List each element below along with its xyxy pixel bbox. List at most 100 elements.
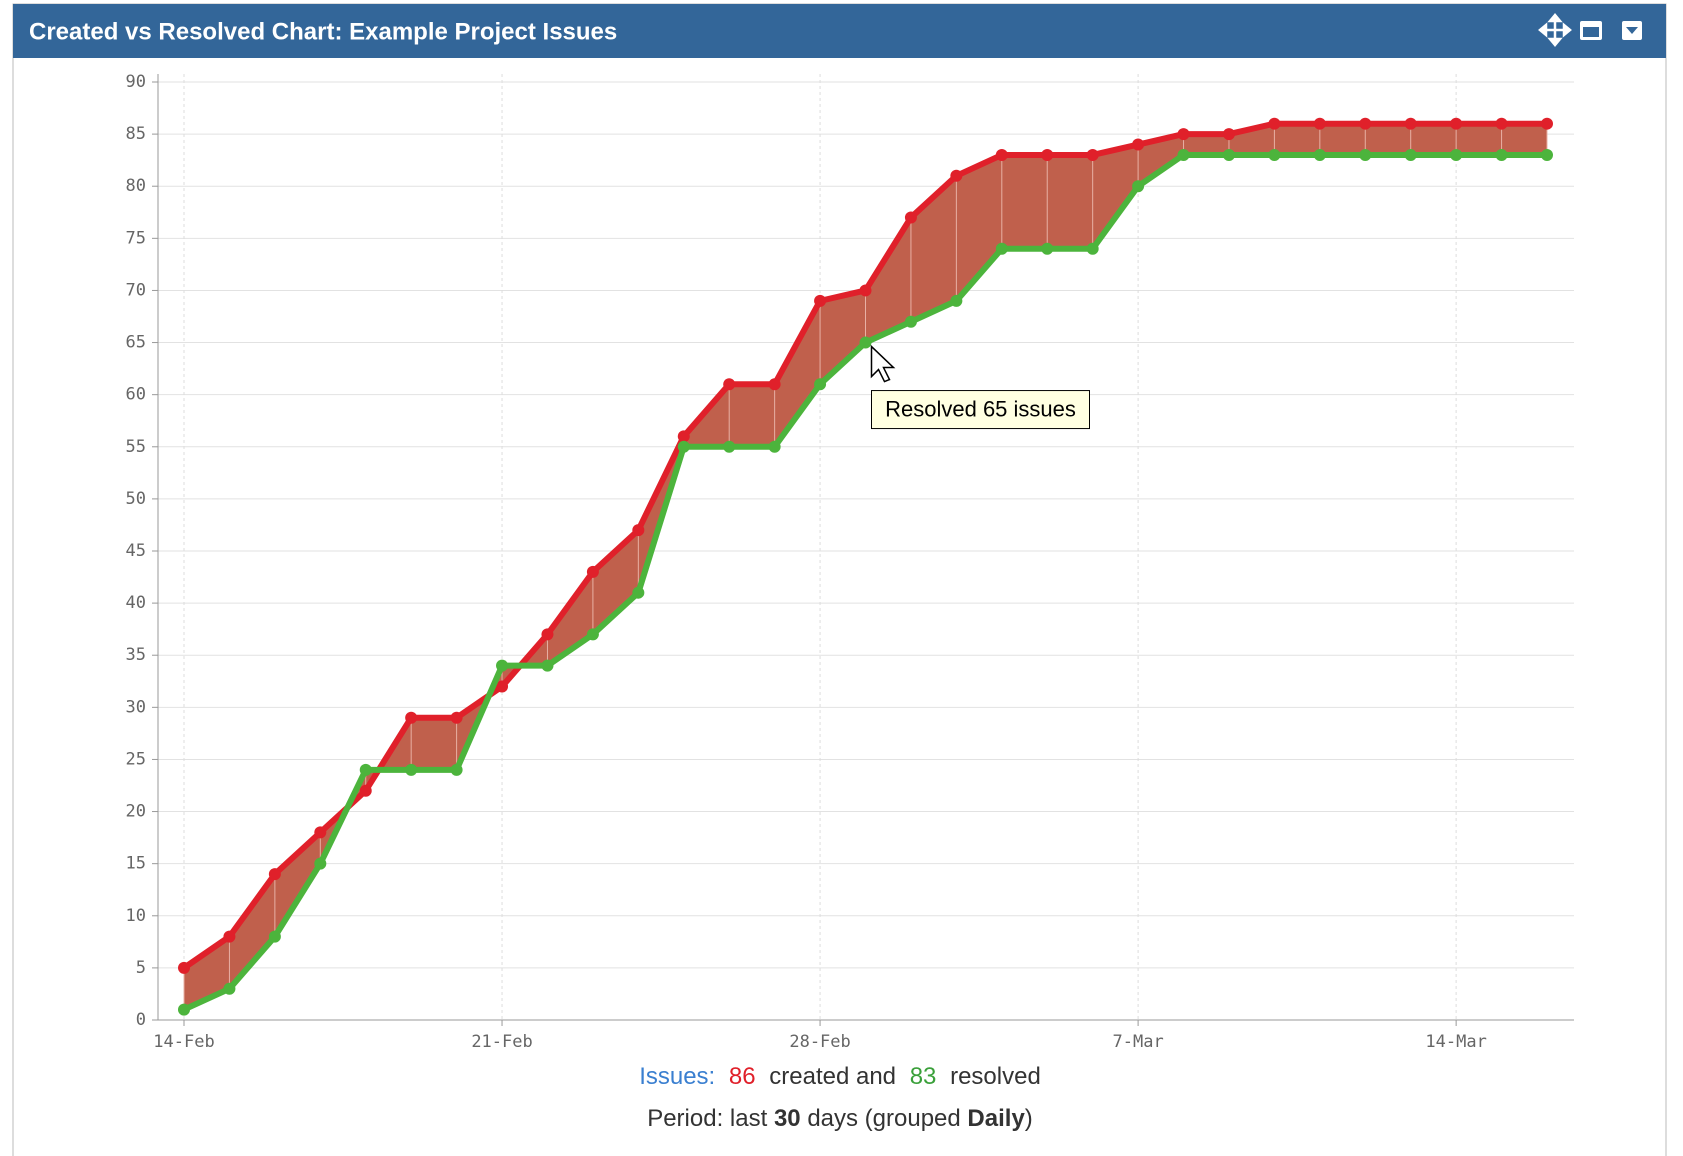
y-tick-label: 80 — [126, 176, 146, 196]
y-tick-label: 70 — [126, 280, 146, 300]
tooltip-text: Resolved 65 issues — [885, 396, 1076, 421]
x-tick-label: 21-Feb — [471, 1032, 532, 1052]
header — [13, 4, 1666, 58]
data-point — [450, 711, 463, 724]
period-text: days (grouped — [807, 1105, 960, 1132]
y-tick-label: 20 — [126, 802, 146, 822]
data-point — [904, 315, 917, 328]
y-tick-label: 30 — [126, 697, 146, 717]
y-tick-label: 65 — [126, 333, 146, 353]
data-point — [359, 784, 372, 797]
x-tick-label: 14-Mar — [1425, 1032, 1486, 1052]
y-tick-label: 45 — [126, 541, 146, 561]
y-tick-label: 15 — [126, 854, 146, 874]
data-point — [496, 680, 509, 693]
tooltip-box — [871, 390, 1090, 430]
plot: 0 5 10 15 20 25 30 35 40 45 50 55 60 65 70 75 80 85 90 14-F… — [126, 72, 1574, 1052]
data-point — [405, 763, 418, 776]
summary: Issues: 86 created and 83 resolved — [639, 1063, 1041, 1090]
data-point — [1041, 148, 1054, 161]
data-point — [1495, 117, 1508, 130]
data-point — [1450, 117, 1463, 130]
data-point — [1086, 148, 1099, 161]
y-tick-label: 90 — [126, 72, 146, 92]
data-point — [1404, 148, 1417, 161]
data-point — [1541, 117, 1553, 130]
data-point — [950, 169, 963, 182]
summary-label: Issues: — [639, 1063, 715, 1090]
data-point — [1086, 242, 1099, 255]
data-point — [950, 294, 963, 307]
data-point — [814, 378, 827, 391]
period: Period: last 30 days (grouped Daily) — [647, 1105, 1033, 1132]
data-point — [859, 336, 872, 349]
period-days: 30 — [774, 1105, 801, 1132]
data-point — [268, 868, 281, 881]
data-point — [1313, 117, 1326, 130]
move-icon[interactable] — [1538, 13, 1572, 47]
y-tick-label: 0 — [136, 1010, 146, 1030]
maximize-icon[interactable] — [1580, 21, 1602, 40]
period-suffix: ) — [1025, 1105, 1033, 1132]
y-tick-label: 10 — [126, 906, 146, 926]
x-tick-label: 28-Feb — [789, 1032, 850, 1052]
y-tick-label: 55 — [126, 437, 146, 457]
data-point — [1177, 128, 1190, 141]
data-point — [223, 982, 236, 995]
resolved-count: 83 — [910, 1063, 937, 1090]
x-tick-label: 14-Feb — [153, 1032, 214, 1052]
data-point — [859, 284, 872, 297]
data-point — [223, 930, 236, 943]
data-point — [1313, 148, 1326, 161]
data-point — [1268, 117, 1281, 130]
data-point — [1359, 117, 1372, 130]
y-tick-label: 60 — [126, 385, 146, 405]
y-tick-label: 40 — [126, 593, 146, 613]
data-point — [995, 242, 1008, 255]
data-point — [814, 294, 827, 307]
data-point — [268, 930, 281, 943]
data-point — [178, 961, 190, 974]
data-point — [450, 763, 463, 776]
data-point — [314, 857, 327, 870]
data-point — [723, 378, 736, 391]
period-grouping: Daily — [967, 1105, 1025, 1132]
data-point — [586, 628, 599, 641]
data-point — [1404, 117, 1417, 130]
data-point — [1132, 180, 1145, 193]
cursor — [870, 344, 896, 383]
data-point — [632, 586, 645, 599]
y-tick-label: 5 — [136, 958, 146, 978]
period-prefix: Period: last — [647, 1105, 767, 1132]
panel — [12, 3, 1667, 1156]
data-point — [314, 826, 327, 839]
data-point — [586, 565, 599, 578]
y-tick-label: 85 — [126, 124, 146, 144]
data-point — [1041, 242, 1054, 255]
data-point — [677, 440, 690, 453]
data-point — [496, 659, 509, 672]
data-point — [904, 211, 917, 224]
y-tick-label: 50 — [126, 489, 146, 509]
data-point — [1268, 148, 1281, 161]
data-point — [768, 440, 781, 453]
menu-icon[interactable] — [1622, 21, 1642, 40]
data-point — [1177, 148, 1190, 161]
y-tick-label: 75 — [126, 228, 146, 248]
resolved-text: resolved — [950, 1063, 1041, 1090]
data-point — [405, 711, 418, 724]
data-point — [1222, 128, 1235, 141]
data-point — [1132, 138, 1145, 151]
created-text: created and — [769, 1063, 896, 1090]
created-count: 86 — [729, 1063, 756, 1090]
data-point — [1495, 148, 1508, 161]
data-point — [178, 1003, 190, 1016]
data-point — [1450, 148, 1463, 161]
x-tick-label: 7-Mar — [1113, 1032, 1164, 1052]
chart-title: Created vs Resolved Chart: Example Proje… — [29, 18, 617, 45]
data-point — [1541, 148, 1553, 161]
data-point — [768, 378, 781, 391]
data-point — [1359, 148, 1372, 161]
